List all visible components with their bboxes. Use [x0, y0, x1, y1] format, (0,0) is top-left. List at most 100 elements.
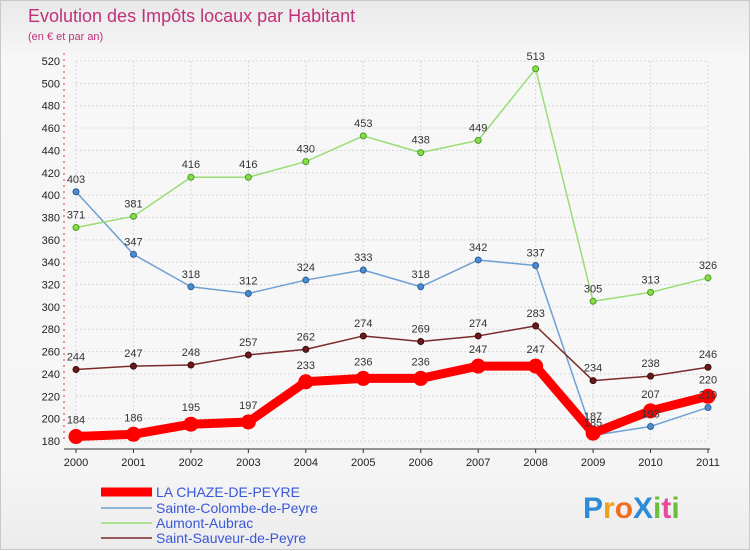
logo-letter: t	[661, 492, 671, 525]
data-point	[647, 372, 655, 380]
proxiti-logo-text: ProXiti	[583, 492, 680, 525]
data-label: 197	[239, 400, 257, 412]
x-tick-label: 2002	[179, 457, 203, 469]
x-tick-label: 2007	[466, 457, 490, 469]
data-point	[585, 425, 601, 441]
data-label: 187	[584, 411, 602, 423]
y-tick-label: 200	[42, 414, 60, 426]
data-label: 244	[67, 351, 85, 363]
data-label: 416	[182, 159, 200, 171]
data-point	[240, 414, 256, 430]
data-label: 247	[124, 348, 142, 360]
data-point	[532, 262, 540, 270]
data-label: 312	[239, 275, 257, 287]
y-tick-label: 400	[42, 190, 60, 202]
plot-area	[76, 61, 708, 441]
data-label: 430	[297, 144, 315, 156]
data-label: 403	[67, 174, 85, 186]
data-point	[417, 338, 425, 346]
data-label: 453	[354, 118, 372, 130]
x-tick-label: 2000	[64, 457, 88, 469]
data-point	[359, 132, 367, 140]
data-point	[129, 362, 137, 370]
data-label: 247	[526, 344, 544, 356]
data-label: 274	[469, 318, 487, 330]
data-label: 333	[354, 252, 372, 264]
data-label: 247	[469, 344, 487, 356]
y-tick-label: 180	[42, 436, 60, 448]
y-tick-label: 300	[42, 302, 60, 314]
data-label: 416	[239, 159, 257, 171]
data-point	[532, 65, 540, 73]
proxiti-logo: ProXiti	[583, 492, 680, 525]
data-label: 257	[239, 337, 257, 349]
y-tick-label: 520	[42, 56, 60, 68]
data-point	[470, 358, 486, 374]
x-tick-label: 2001	[121, 457, 145, 469]
data-point	[298, 374, 314, 390]
data-point	[647, 288, 655, 296]
data-label: 381	[124, 198, 142, 210]
data-point	[72, 188, 80, 196]
chart-subtitle: (en € et par an)	[28, 31, 103, 43]
data-point	[474, 332, 482, 340]
data-label: 186	[124, 412, 142, 424]
data-point	[302, 158, 310, 166]
y-tick-label: 240	[42, 369, 60, 381]
data-label: 195	[182, 402, 200, 414]
data-point	[528, 358, 544, 374]
data-point	[532, 322, 540, 330]
data-point	[302, 276, 310, 284]
series-layer	[68, 65, 716, 445]
data-label: 438	[412, 135, 430, 147]
x-tick-label: 2009	[581, 457, 605, 469]
data-label: 184	[67, 415, 85, 427]
data-point	[72, 224, 80, 232]
x-tick-label: 2010	[638, 457, 662, 469]
y-tick-label: 340	[42, 257, 60, 269]
data-point	[589, 377, 597, 385]
data-point	[704, 274, 712, 282]
grid	[75, 60, 709, 442]
series-line-2	[75, 68, 709, 303]
data-point	[129, 212, 137, 220]
data-point	[359, 332, 367, 340]
data-point	[700, 388, 716, 404]
data-point	[704, 363, 712, 371]
data-label: 318	[182, 269, 200, 281]
data-label: 262	[297, 331, 315, 343]
data-point	[417, 149, 425, 157]
logo-letter: i	[653, 492, 661, 525]
data-point	[643, 403, 659, 419]
y-tick-label: 280	[42, 324, 60, 336]
x-tick-label: 2004	[294, 457, 318, 469]
logo-letter: X	[633, 492, 653, 525]
x-tick-label: 2003	[236, 457, 260, 469]
data-point	[474, 256, 482, 264]
x-tick-label: 2006	[408, 457, 432, 469]
legend-label: LA CHAZE-DE-PEYRE	[156, 484, 300, 500]
data-label: 233	[297, 360, 315, 372]
data-label: 220	[699, 374, 717, 386]
data-label: 269	[412, 324, 430, 336]
data-label: 513	[526, 51, 544, 63]
logo-letter: i	[671, 492, 679, 525]
y-tick-label: 480	[42, 101, 60, 113]
y-tick-label: 380	[42, 212, 60, 224]
y-tick-label: 500	[42, 78, 60, 90]
y-tick-label: 360	[42, 235, 60, 247]
data-label: 313	[641, 274, 659, 286]
data-point	[647, 422, 655, 430]
series-line-0	[75, 361, 710, 442]
data-label: 210	[699, 389, 717, 401]
legend-label: Sainte-Colombe-de-Peyre	[156, 500, 318, 516]
data-label: 236	[354, 356, 372, 368]
data-label: 234	[584, 363, 602, 375]
data-label: 305	[584, 283, 602, 295]
data-label: 238	[641, 358, 659, 370]
data-label: 274	[354, 318, 372, 330]
data-point	[244, 351, 252, 359]
x-tick-label: 2008	[523, 457, 547, 469]
